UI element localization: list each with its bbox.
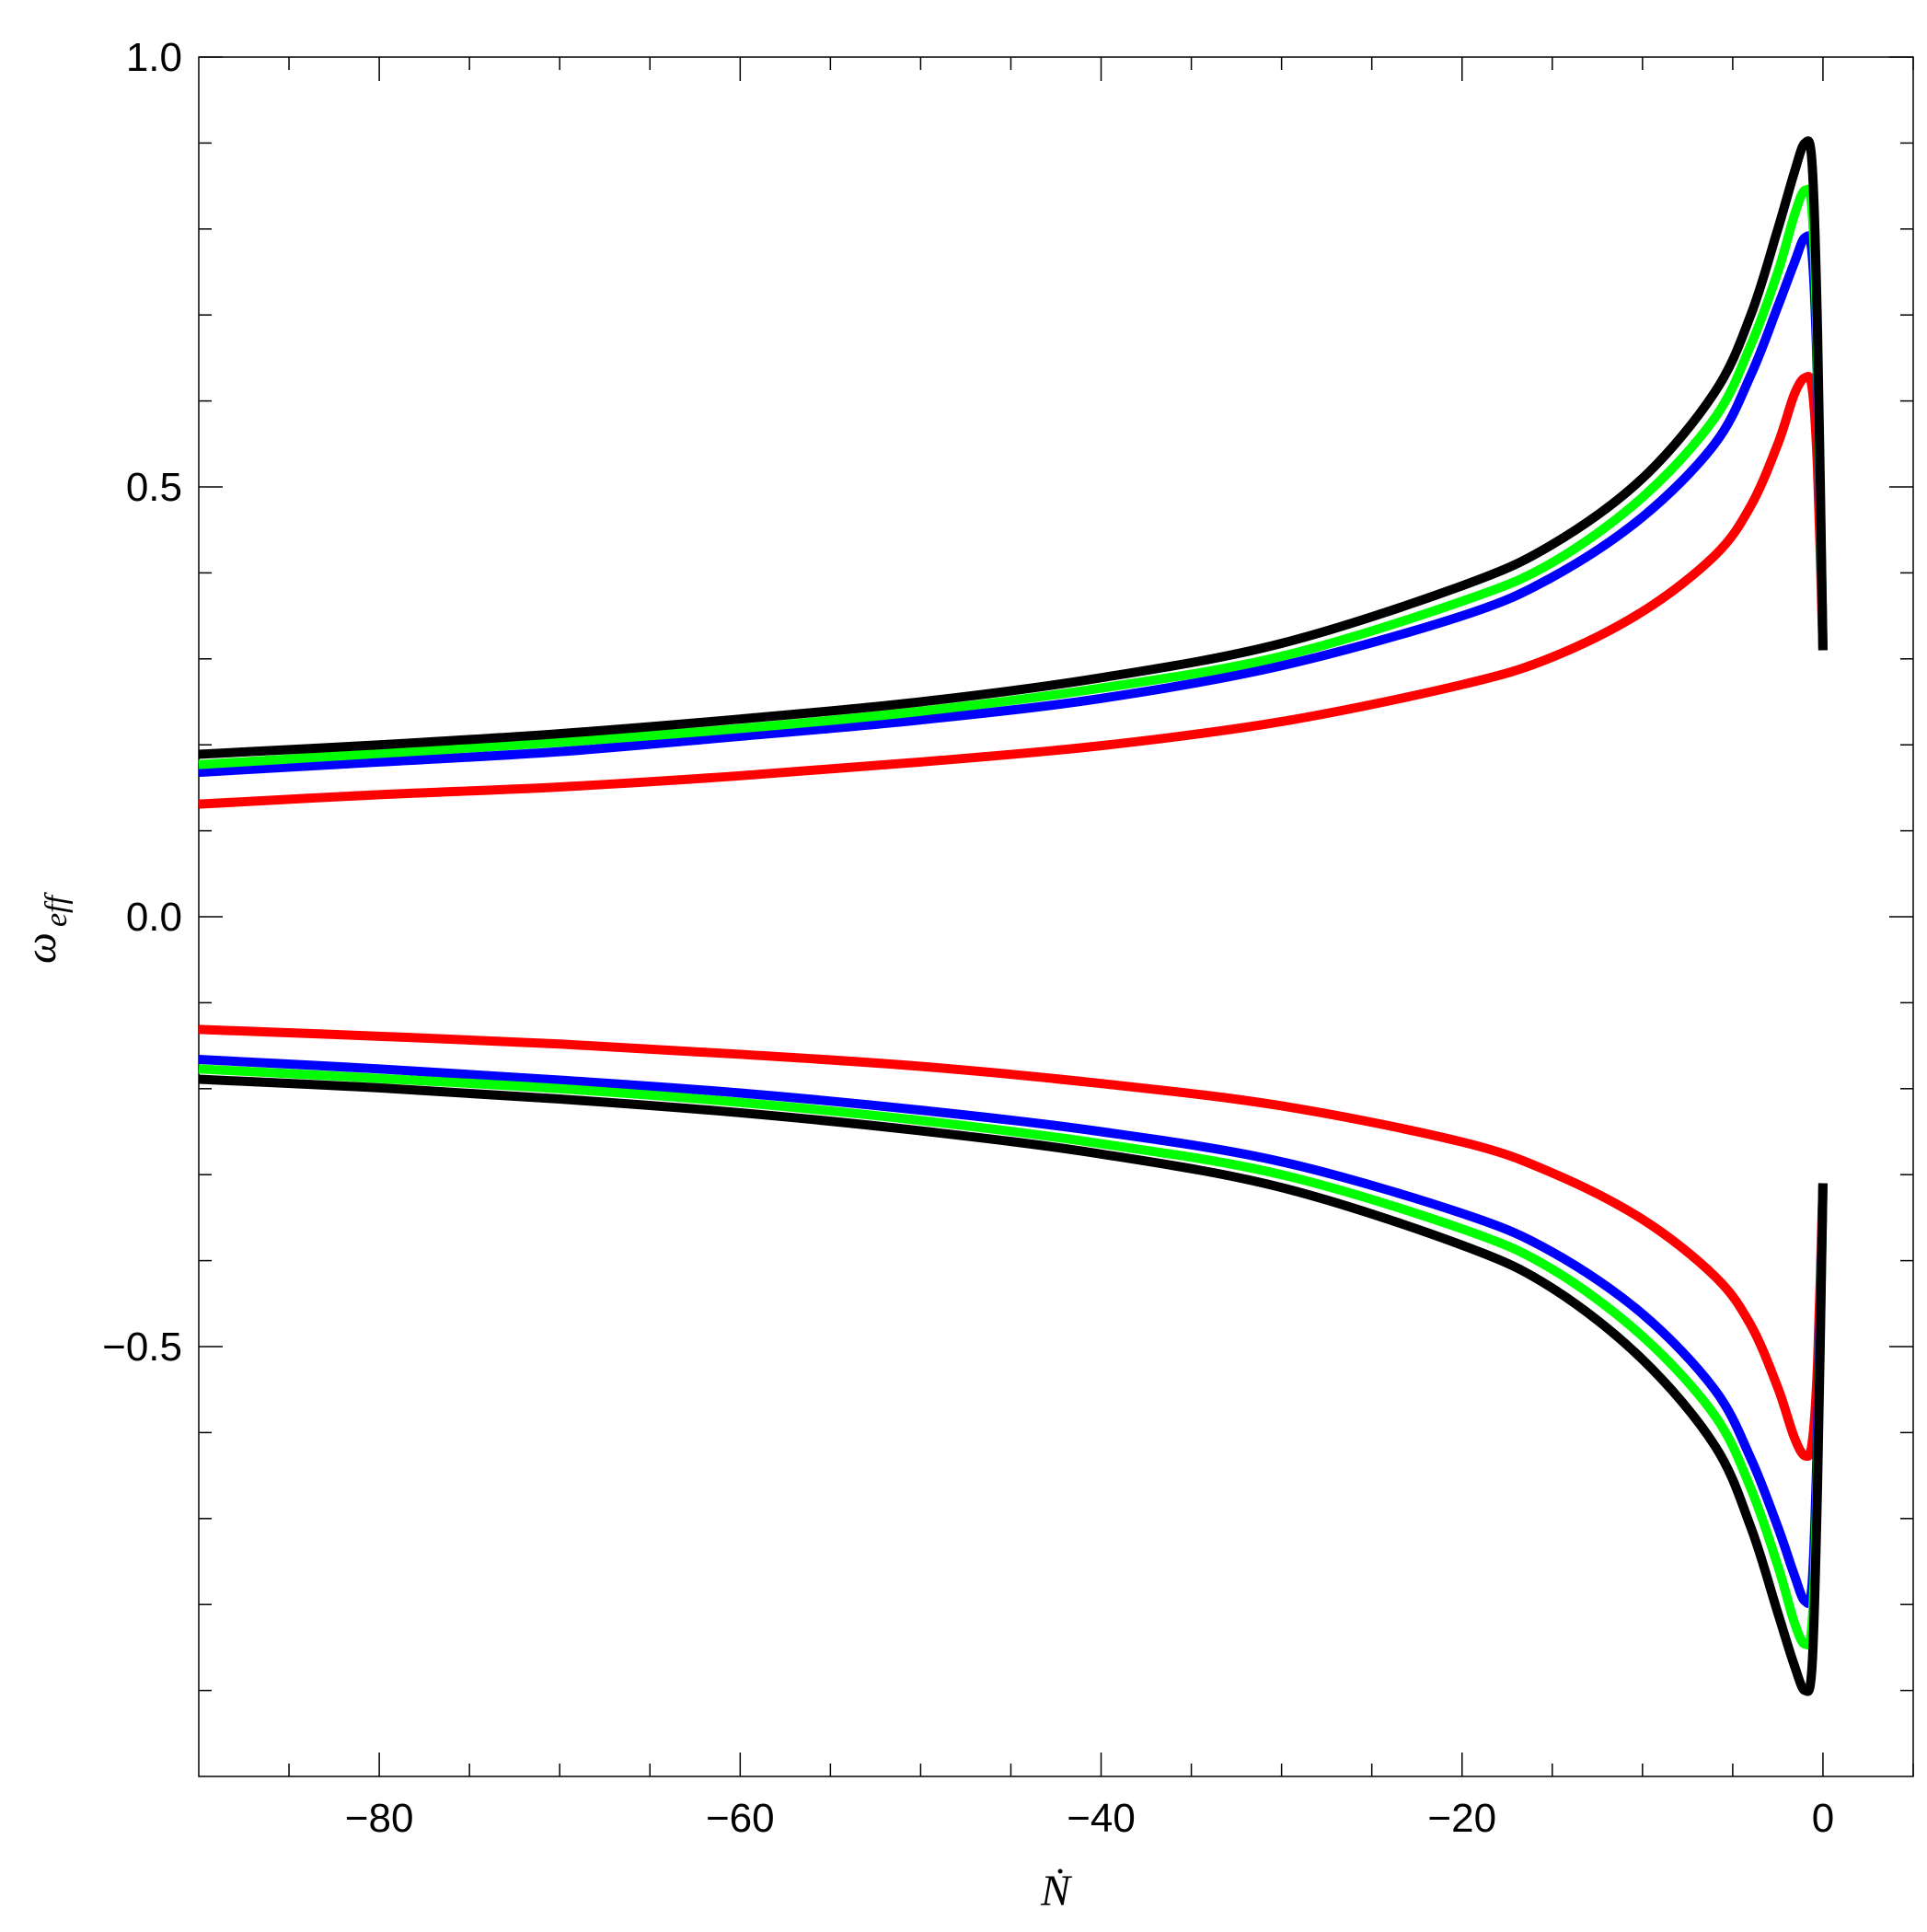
x-tick-label: −20 (1427, 1796, 1496, 1841)
major-ticks (199, 56, 1913, 1776)
series-line-2-lower (198, 1055, 1828, 1608)
series-line-1-upper (198, 372, 1828, 809)
y-tick-label: 1.0 (126, 35, 182, 80)
tick-labels: −80 −60 −40 −20 0 −0.5 0.0 0.5 1.0 (102, 35, 1834, 1841)
minor-ticks (199, 57, 1914, 1776)
series-line-4-lower (198, 1074, 1828, 1696)
x-tick-label: −80 (345, 1796, 414, 1841)
series-line-1-lower (198, 1024, 1828, 1462)
y-axis-label-main: ω (17, 932, 65, 964)
series-line-2-upper (198, 231, 1828, 778)
series-line-4-upper (198, 136, 1828, 759)
x-axis-label: Ṅ (1040, 1867, 1073, 1915)
x-tick-label: 0 (1812, 1796, 1834, 1841)
y-tick-label: −0.5 (102, 1325, 182, 1370)
plot-frame (198, 56, 1914, 1777)
y-axis-label-subscript: eff (40, 892, 74, 928)
series-layer (198, 136, 1828, 1696)
y-tick-label: 0.0 (126, 895, 182, 940)
x-tick-label: −40 (1067, 1796, 1136, 1841)
series-line-3-upper (198, 184, 1828, 769)
x-tick-label: −60 (706, 1796, 775, 1841)
y-axis-label: ω eff (17, 892, 74, 964)
y-tick-label: 0.5 (126, 465, 182, 510)
series-line-3-lower (198, 1064, 1828, 1649)
